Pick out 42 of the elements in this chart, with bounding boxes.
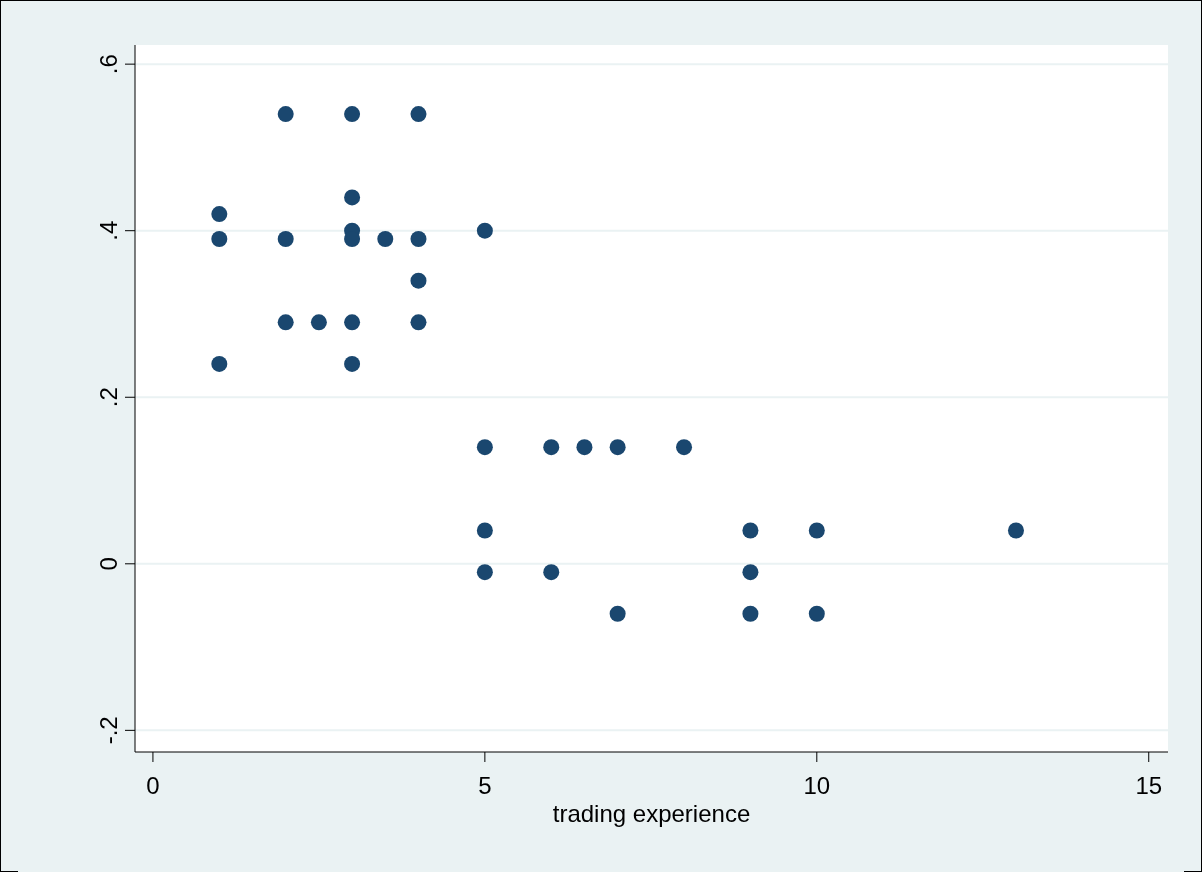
x-axis-title: trading experience xyxy=(552,800,751,827)
point xyxy=(676,439,693,456)
point xyxy=(1007,522,1024,539)
point xyxy=(543,564,560,581)
point xyxy=(277,314,294,331)
point xyxy=(344,106,361,123)
point xyxy=(410,106,427,123)
point xyxy=(344,189,361,206)
point xyxy=(808,522,825,539)
point xyxy=(742,522,759,539)
point xyxy=(211,231,228,248)
point xyxy=(277,231,294,248)
point xyxy=(543,439,560,456)
point xyxy=(476,222,493,239)
x-tick-label: 0 xyxy=(146,772,160,799)
point xyxy=(211,206,228,223)
point xyxy=(211,355,228,372)
point xyxy=(310,314,327,331)
point xyxy=(576,439,593,456)
point xyxy=(808,605,825,622)
point xyxy=(410,314,427,331)
point xyxy=(476,564,493,581)
point xyxy=(410,231,427,248)
point xyxy=(476,439,493,456)
x-tick-label: 5 xyxy=(478,772,492,799)
point xyxy=(742,564,759,581)
y-tick-label: .4 xyxy=(95,220,122,241)
point xyxy=(609,439,626,456)
point xyxy=(344,355,361,372)
point xyxy=(277,106,294,123)
point xyxy=(609,605,626,622)
x-tick-label: 10 xyxy=(803,772,831,799)
y-tick-label: 0 xyxy=(95,557,122,571)
x-tick-label: 15 xyxy=(1135,772,1163,799)
point xyxy=(377,231,394,248)
y-tick-label: .6 xyxy=(95,54,122,75)
point xyxy=(742,605,759,622)
point xyxy=(476,522,493,539)
y-tick-label: .2 xyxy=(95,387,122,408)
point xyxy=(410,272,427,289)
y-tick-label: -.2 xyxy=(95,716,122,745)
point xyxy=(344,314,361,331)
